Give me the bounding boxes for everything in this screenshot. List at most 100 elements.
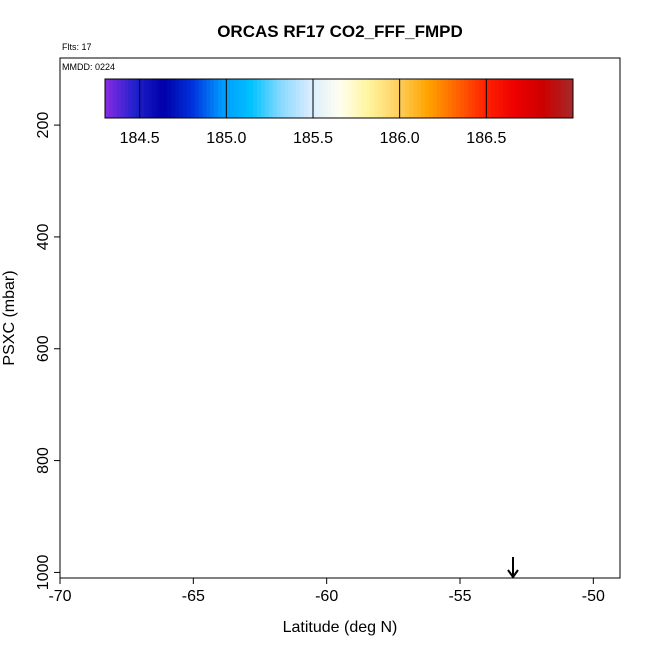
colorbar-tick-label: 185.5 [293,130,333,147]
flight-track-point [506,416,511,421]
flight-track-point [330,388,335,393]
flight-track-point [484,234,489,239]
colorbar-segment [354,79,359,118]
flight-track-point [308,229,313,234]
colorbar-segment [147,79,153,118]
colorbar-segment [307,79,313,118]
flight-track-point [507,430,512,435]
colorbar-segment [132,79,137,118]
flight-track-point [452,402,457,407]
flight-track-point [334,444,339,449]
flight-track-point [427,430,432,435]
flight-track-point [145,251,150,256]
flight-track-point [515,517,520,522]
flight-track-point [184,195,189,200]
colorbar-tick-label: 186.5 [466,130,506,147]
flight-track-point [341,530,346,535]
flight-track-point [489,262,494,267]
flight-track-point [375,296,380,301]
flight-track-point [182,195,187,200]
flight-track-point [563,229,568,234]
colorbar-segment [257,79,262,118]
flight-track-point [173,195,178,200]
colorbar-segment [105,79,110,118]
flight-track-point [486,246,491,251]
flight-track-point [509,458,514,463]
flight-track-point [326,326,331,331]
colorbar-segment [366,79,371,118]
colorbar-segment [276,79,281,118]
y-tick-label: 200 [35,112,52,139]
colorbar-segment [319,79,324,118]
flight-track-point [387,230,392,235]
colorbar-segment [300,79,305,118]
colorbar-segment [167,79,172,118]
y-tick-label: 600 [35,335,52,362]
flight-track-point [287,326,292,331]
plot-frame [59,57,621,579]
flight-track-point [534,383,539,388]
x-tick-label: -50 [582,588,605,605]
flight-track-point [381,246,386,251]
colorbar-segment [545,79,551,118]
x-tick-label: -70 [48,588,71,605]
colorbar-tick-label: 185.0 [206,130,246,147]
flight-track-point [450,430,455,435]
flight-track-point [131,383,136,388]
flight-track-point [434,527,439,532]
colorbar-segment [479,79,484,118]
flight-track-point [576,309,581,314]
flight-track-point [430,472,435,477]
flight-track-point [175,195,180,200]
flight-track-point [503,376,508,381]
flight-track-point [272,533,277,538]
flight-track-point [305,229,310,234]
flight-track-point [516,527,521,532]
chart-title: ORCAS RF17 CO2_FFF_FMPD [217,22,463,41]
flight-track-point [335,458,340,463]
flight-track-point [417,305,422,310]
flight-track-point [193,195,198,200]
flight-track-point [148,229,153,234]
colorbar-segment [155,79,161,118]
flight-track-point [547,244,552,249]
flight-track-point [295,257,300,262]
flight-track-point [113,482,118,487]
flight-track-point [146,244,151,249]
flight-track-point [128,402,133,407]
colorbar-segment [483,79,488,118]
flight-track-point [462,277,467,282]
flight-track-point [102,526,107,531]
flight-track-point [524,548,529,553]
flight-track-point [100,532,105,537]
x-tick-label: -65 [182,588,205,605]
flight-track-point [441,548,446,553]
flight-track-point [589,536,594,541]
flight-track-point [329,374,334,379]
flight-track-point [421,337,426,342]
colorbar-segment [537,79,543,118]
colorbar-segment [339,79,344,118]
colorbar-segment [218,79,223,118]
flight-track-point [116,466,121,471]
flight-track-point [378,262,383,267]
y-tick-label: 400 [35,223,52,250]
colorbar-segment [183,79,188,118]
colorbar-segment [171,79,176,118]
colorbar-segment [264,79,270,118]
flight-track-point [575,290,580,295]
flight-track-point [161,195,166,200]
flight-track-point [145,259,150,264]
colorbar-segment [272,79,278,118]
flight-track-point [467,240,472,245]
flight-track-point [138,315,143,320]
flight-track-point [454,376,459,381]
flight-track-point [339,514,344,519]
flight-track-point [98,538,103,543]
flight-track-point [465,257,470,262]
flight-track-point [595,548,600,553]
colorbar-segment [522,79,527,118]
flight-track-point [279,416,284,421]
colorbar-segment [467,79,473,118]
